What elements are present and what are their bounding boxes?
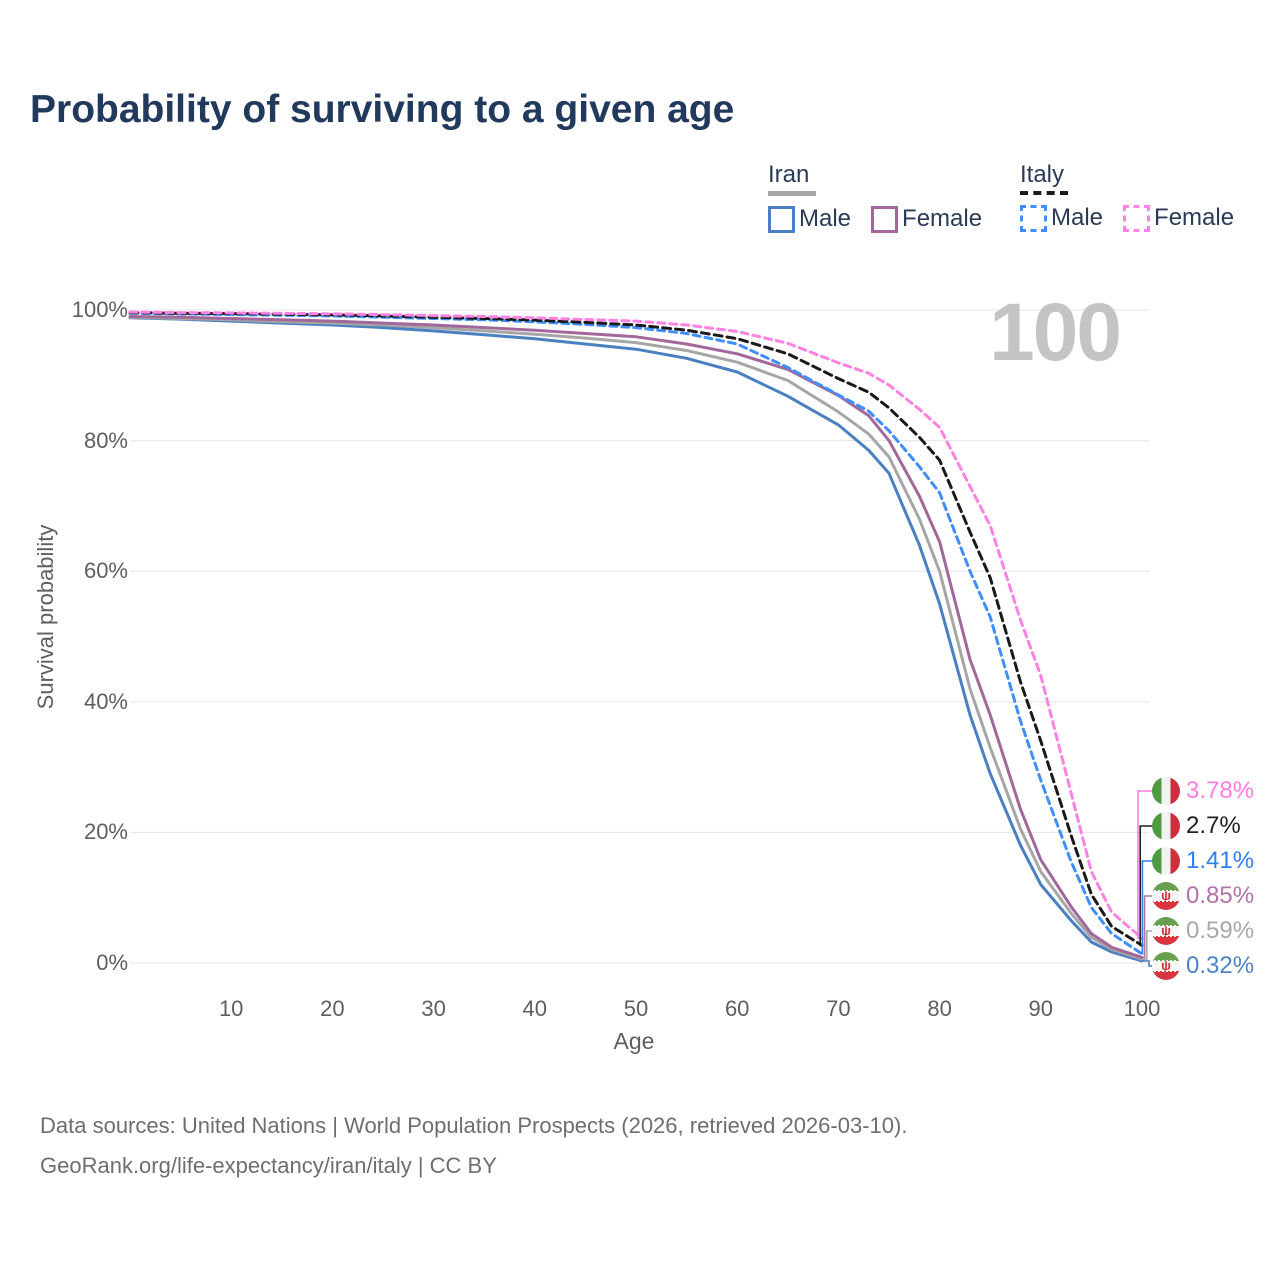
- x-tick-label: 70: [826, 996, 851, 1021]
- iran-emblem: ψ: [1161, 887, 1171, 903]
- curve-italy-total[interactable]: [128, 311, 1144, 947]
- y-tick-label: 100%: [71, 297, 128, 322]
- iran-total-line-swatch: [768, 191, 816, 197]
- italy-flag-icon: [1152, 812, 1180, 840]
- y-axis-title: Survival probability: [33, 524, 58, 710]
- footer-attribution: Data sources: United Nations | World Pop…: [40, 1106, 907, 1186]
- hovered-age-watermark: 100: [989, 287, 1122, 378]
- end-label-connector-italy-male: [1141, 860, 1153, 955]
- end-label-iran-total: ψ 0.59%: [1152, 916, 1254, 946]
- italy-total-line-swatch: [1020, 191, 1068, 196]
- y-tick-label: 60%: [83, 558, 128, 584]
- iran-emblem: ψ: [1161, 957, 1171, 973]
- iran-male-swatch[interactable]: [768, 205, 795, 233]
- end-label-italy-male: 1.41%: [1152, 846, 1254, 876]
- italy-male-swatch[interactable]: [1020, 204, 1047, 232]
- legend-iran-label[interactable]: Iran: [768, 161, 810, 188]
- end-value-italy-male: 1.41%: [1186, 847, 1255, 874]
- end-label-iran-female: ψ 0.85%: [1152, 881, 1254, 911]
- iran-female-swatch[interactable]: [871, 205, 899, 233]
- y-tick-label: 80%: [83, 427, 128, 453]
- end-value-iran-total: 0.59%: [1186, 917, 1255, 944]
- legend-group-iran: Iran Male Female: [768, 161, 1002, 233]
- end-value-iran-male: 0.32%: [1186, 952, 1255, 979]
- end-label-connector-italy-total: [1139, 825, 1153, 947]
- y-tick-label: 0%: [96, 950, 128, 975]
- end-label-connector-iran-female: [1142, 895, 1153, 959]
- curve-italy-male[interactable]: [128, 311, 1144, 956]
- iran-flag-icon: ψ: [1152, 882, 1180, 910]
- legend-italy-female-label[interactable]: Female: [1154, 204, 1235, 232]
- end-value-italy-female: 3.78%: [1186, 777, 1255, 804]
- y-tick-label: 40%: [83, 688, 128, 714]
- footer-data-sources: Data sources: United Nations | World Pop…: [40, 1113, 908, 1138]
- x-tick-label: 30: [421, 996, 446, 1021]
- end-value-italy-total: 2.7%: [1186, 812, 1241, 839]
- end-label-iran-male: ψ 0.32%: [1152, 951, 1254, 981]
- iran-flag-icon: ψ: [1152, 952, 1180, 980]
- italy-flag-icon: [1152, 777, 1180, 805]
- x-tick-label: 60: [724, 996, 750, 1021]
- x-tick-label: 50: [623, 996, 649, 1021]
- x-tick-label: 10: [218, 996, 244, 1021]
- x-axis-title: Age: [613, 1028, 655, 1054]
- legend-group-italy: Italy Male Female: [1020, 161, 1254, 232]
- y-tick-label: 20%: [83, 819, 128, 845]
- italy-female-swatch[interactable]: [1123, 204, 1151, 232]
- legend-italy-male-label[interactable]: Male: [1051, 204, 1104, 232]
- iran-flag-icon: ψ: [1152, 917, 1180, 945]
- x-tick-label: 90: [1028, 996, 1054, 1021]
- legend-italy-label[interactable]: Italy: [1020, 161, 1065, 188]
- x-tick-label: 40: [522, 996, 548, 1021]
- end-value-iran-female: 0.85%: [1186, 882, 1255, 909]
- legend-iran-female-label[interactable]: Female: [902, 205, 983, 233]
- end-label-italy-female: 3.78%: [1152, 776, 1254, 806]
- curve-italy-female[interactable]: [128, 310, 1144, 940]
- legend-iran-male-label[interactable]: Male: [799, 205, 852, 233]
- page-title: Probability of surviving to a given age: [30, 88, 735, 131]
- iran-emblem: ψ: [1161, 922, 1171, 938]
- curve-iran-male[interactable]: [128, 316, 1144, 963]
- curve-iran-total[interactable]: [128, 315, 1144, 961]
- footer-license: GeoRank.org/life-expectancy/iran/italy |…: [40, 1153, 497, 1179]
- x-tick-label: 20: [320, 996, 345, 1021]
- end-label-connector-iran-male: [1142, 960, 1153, 967]
- curve-iran-female[interactable]: [128, 315, 1144, 959]
- italy-flag-icon: [1152, 847, 1180, 875]
- x-tick-label: 80: [927, 996, 952, 1021]
- end-label-connector-iran-total: [1142, 930, 1153, 960]
- x-tick-label: 100: [1123, 996, 1161, 1021]
- end-label-italy-total: 2.7%: [1152, 811, 1241, 841]
